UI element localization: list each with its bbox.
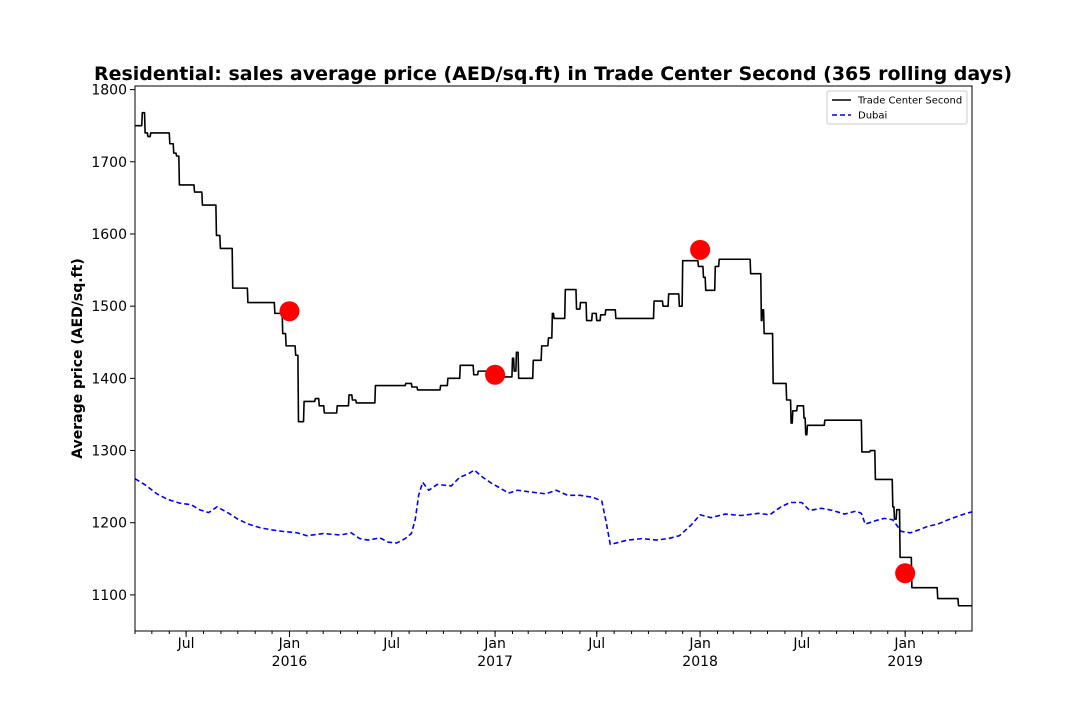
legend-label: Dubai	[858, 111, 887, 122]
x-tick-year-label: 2016	[272, 654, 308, 670]
x-tick-label: Jan	[483, 636, 506, 652]
x-tick-label: Jul	[587, 636, 605, 652]
y-tick-label: 1700	[91, 155, 127, 171]
y-tick-label: 1400	[91, 371, 127, 387]
x-tick-year-label: 2019	[887, 654, 923, 670]
y-axis: 1100 1200 1300 1400 1500 1600 1700 1800	[91, 83, 135, 604]
legend-box	[826, 90, 968, 125]
series-line-trade-center-second	[135, 111, 972, 607]
x-tick-label: Jul	[177, 636, 195, 652]
y-tick-label: 1600	[91, 227, 127, 243]
x-tick-year-label: 2018	[682, 654, 718, 670]
plot-frame	[134, 85, 973, 632]
y-tick-label: 1300	[91, 444, 127, 460]
highlight-marker-1	[279, 301, 300, 322]
highlight-marker-2	[485, 364, 506, 385]
legend-label: Trade Center Second	[857, 96, 962, 107]
series-layer	[135, 111, 972, 607]
x-tick-label: Jul	[382, 636, 400, 652]
x-tick-label: Jul	[792, 636, 810, 652]
x-axis: Jul Jan 2016 Jul Jan 2017 Jul Jan 2018 Jul Jan 2019	[134, 631, 957, 670]
legend: Trade Center Second Dubai	[826, 90, 968, 125]
x-tick-year-label: 2017	[477, 654, 513, 670]
x-tick-label: Jan	[278, 636, 301, 652]
y-tick-label: 1500	[91, 299, 127, 315]
y-axis-label: Average price (AED/sq.ft)	[70, 258, 86, 458]
series-line-dubai	[135, 469, 972, 546]
y-tick-label: 1800	[91, 83, 127, 99]
chart-title: Residential: sales average price (AED/sq…	[94, 63, 1012, 85]
marker-layer	[279, 239, 916, 584]
highlight-marker-4	[895, 563, 916, 584]
highlight-marker-3	[690, 239, 711, 260]
x-tick-label: Jan	[893, 636, 916, 652]
y-tick-label: 1200	[91, 516, 127, 532]
x-tick-label: Jan	[688, 636, 711, 652]
y-tick-label: 1100	[91, 588, 127, 604]
